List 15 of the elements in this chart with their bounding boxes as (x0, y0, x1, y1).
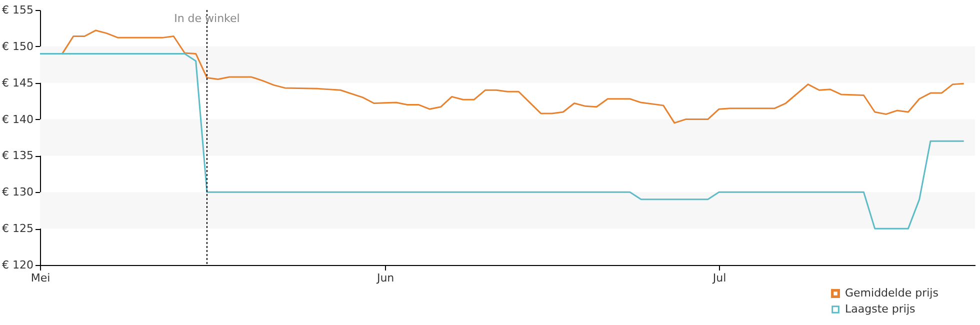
legend-label: Gemiddelde prijs (845, 286, 939, 300)
y-tick-label: € 155 (2, 4, 34, 16)
y-tick-label: € 130 (2, 186, 34, 199)
x-tick-label: Jul (712, 272, 726, 284)
y-tick-label: € 150 (2, 40, 34, 53)
y-tick-label: € 140 (2, 112, 34, 126)
y-tick-label: € 125 (2, 222, 34, 236)
ref-line-label: In de winkel (174, 12, 240, 25)
y-tick-label: € 145 (2, 76, 34, 90)
legend-label: Laagste prijs (845, 302, 916, 316)
x-tick-label: Jun (376, 272, 394, 284)
line-series (39, 52, 965, 230)
y-tick-label: € 135 (2, 149, 34, 162)
x-tick-label: Mei (30, 272, 50, 284)
y-tick-label: € 120 (2, 258, 34, 272)
